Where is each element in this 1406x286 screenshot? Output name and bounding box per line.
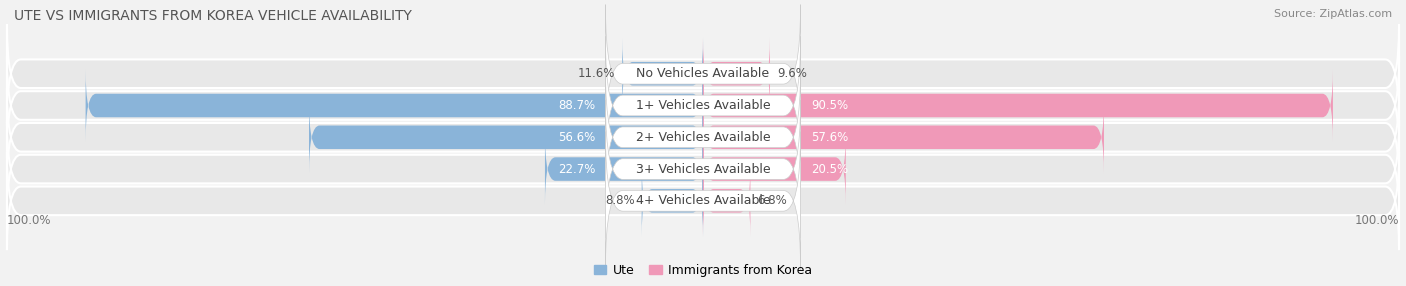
FancyBboxPatch shape — [86, 69, 703, 141]
Text: 9.6%: 9.6% — [776, 67, 807, 80]
Text: 100.0%: 100.0% — [7, 214, 52, 227]
FancyBboxPatch shape — [703, 101, 1104, 173]
Text: 90.5%: 90.5% — [811, 99, 848, 112]
Text: 56.6%: 56.6% — [558, 131, 595, 144]
Text: 3+ Vehicles Available: 3+ Vehicles Available — [636, 162, 770, 176]
Text: No Vehicles Available: No Vehicles Available — [637, 67, 769, 80]
FancyBboxPatch shape — [7, 56, 1399, 155]
FancyBboxPatch shape — [606, 68, 800, 206]
FancyBboxPatch shape — [7, 25, 1399, 123]
FancyBboxPatch shape — [703, 69, 1333, 141]
FancyBboxPatch shape — [7, 152, 1399, 250]
FancyBboxPatch shape — [703, 38, 770, 110]
Text: 20.5%: 20.5% — [811, 162, 848, 176]
Text: Source: ZipAtlas.com: Source: ZipAtlas.com — [1274, 9, 1392, 19]
Text: 1+ Vehicles Available: 1+ Vehicles Available — [636, 99, 770, 112]
Text: 22.7%: 22.7% — [558, 162, 595, 176]
FancyBboxPatch shape — [7, 88, 1399, 186]
Text: 57.6%: 57.6% — [811, 131, 848, 144]
FancyBboxPatch shape — [7, 120, 1399, 218]
FancyBboxPatch shape — [606, 5, 800, 143]
Text: 6.8%: 6.8% — [758, 194, 787, 207]
FancyBboxPatch shape — [623, 38, 703, 110]
FancyBboxPatch shape — [606, 132, 800, 270]
Text: 8.8%: 8.8% — [605, 194, 634, 207]
FancyBboxPatch shape — [546, 133, 703, 205]
FancyBboxPatch shape — [606, 100, 800, 238]
Text: UTE VS IMMIGRANTS FROM KOREA VEHICLE AVAILABILITY: UTE VS IMMIGRANTS FROM KOREA VEHICLE AVA… — [14, 9, 412, 23]
FancyBboxPatch shape — [641, 165, 703, 237]
FancyBboxPatch shape — [309, 101, 703, 173]
Legend: Ute, Immigrants from Korea: Ute, Immigrants from Korea — [589, 259, 817, 282]
Text: 2+ Vehicles Available: 2+ Vehicles Available — [636, 131, 770, 144]
Text: 4+ Vehicles Available: 4+ Vehicles Available — [636, 194, 770, 207]
FancyBboxPatch shape — [703, 165, 751, 237]
Text: 100.0%: 100.0% — [1354, 214, 1399, 227]
Text: 11.6%: 11.6% — [578, 67, 616, 80]
FancyBboxPatch shape — [703, 133, 846, 205]
FancyBboxPatch shape — [606, 36, 800, 174]
Text: 88.7%: 88.7% — [558, 99, 595, 112]
